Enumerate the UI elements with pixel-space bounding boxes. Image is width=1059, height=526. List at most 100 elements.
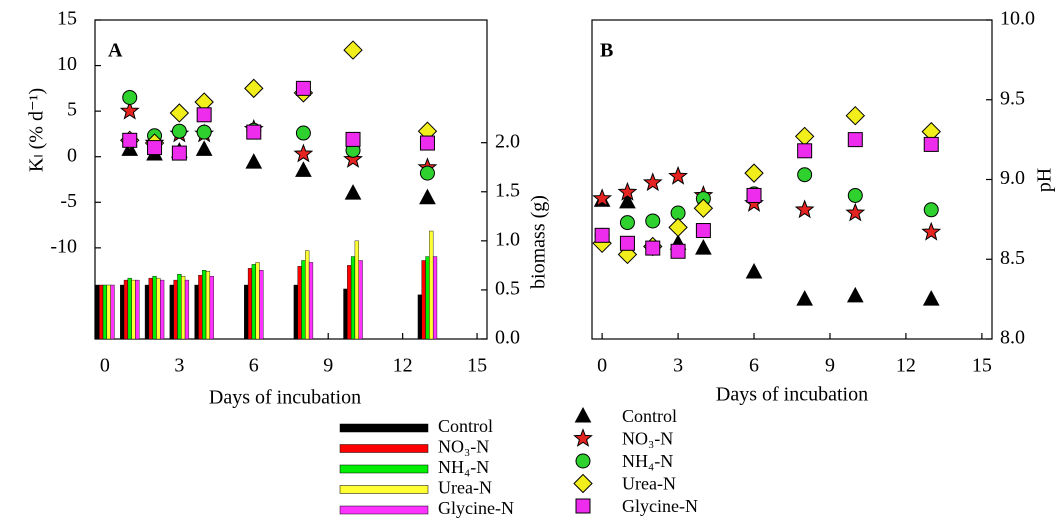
y2-axis-label: biomass (g) [528,195,550,289]
legend-swatch [339,423,429,433]
point [797,143,813,159]
point [293,143,314,163]
point [345,131,361,147]
point [295,80,311,96]
point [645,240,661,256]
point [922,290,940,306]
point [645,213,661,229]
y2-tick-label: 0.0 [495,327,520,349]
x-tick-label: 0 [597,355,607,377]
bar [255,262,260,340]
x-tick-label: 15 [972,355,992,377]
point [147,140,163,156]
legend-marker [575,453,591,469]
point [745,262,763,279]
bar [417,294,422,340]
point [695,239,712,255]
point [670,243,686,259]
point [794,126,815,147]
bar [244,284,249,340]
point [668,217,688,238]
point [617,181,638,201]
point [797,167,813,183]
bar [432,256,438,340]
bar [259,270,264,340]
point [847,187,863,203]
legend-label: NH₄-N [438,457,489,477]
legend-label: NO₃-N [438,437,489,457]
point [796,290,813,306]
bar [251,264,256,340]
point [846,286,864,303]
legend-swatch [339,505,429,515]
point [196,124,212,140]
y-tick-label: 15 [57,8,77,30]
x-tick-label: 3 [174,355,184,377]
point [343,40,363,60]
point [746,187,762,203]
point [619,235,635,251]
point [668,165,688,185]
point [196,107,212,123]
bar [120,284,125,340]
y2-tick-label: 2.0 [495,130,520,152]
legend-label: Urea-N [622,474,676,494]
point [419,135,435,151]
point [619,215,635,231]
point [693,198,714,218]
bar [347,265,352,340]
bar [421,260,426,340]
point [246,124,262,140]
y-tick-label: 9.0 [1000,167,1025,189]
point [344,184,362,200]
bar [247,268,253,340]
legend-label: Glycine-N [622,496,698,516]
bar [293,284,298,340]
point [794,199,815,219]
x-axis-label: Days of incubation [209,387,361,409]
y-tick-label: 10.0 [1000,8,1035,30]
bar [429,230,434,340]
point [845,105,865,126]
bar [160,279,165,340]
bar [152,275,157,340]
bar [123,279,129,340]
bar [308,262,314,340]
bar [305,250,310,340]
y-tick-label: 10 [57,53,77,75]
bar [99,284,104,340]
point [592,188,613,208]
x-tick-label: 15 [467,355,487,377]
y2-tick-label: 1.0 [495,228,520,250]
point [923,202,939,218]
legend-swatch [339,464,429,474]
point [845,202,866,222]
bar [209,275,214,340]
legend-swatch [339,444,429,453]
y-tick-label: -5 [60,190,77,212]
bar [127,277,132,340]
point [419,188,436,205]
legend-swatch [339,485,429,494]
bar [181,275,186,340]
point [343,149,363,168]
point [244,78,264,99]
x-tick-label: 6 [249,355,259,377]
bar [144,284,150,340]
legend-label: Urea-N [438,478,492,498]
point [419,165,435,181]
legend-label: NH₄-N [622,451,673,471]
bar [156,277,161,340]
legend-marker [573,428,593,447]
x-tick-label: 3 [673,355,683,377]
y2-tick-label: 0.5 [495,278,520,300]
y-axis-label: Kₗ (% d⁻¹) [26,88,48,172]
panel-a-frame [94,19,488,340]
point [744,163,764,183]
point [119,100,140,120]
point [245,153,263,169]
bar [205,271,211,340]
point [619,192,636,209]
legend-marker [573,473,593,494]
